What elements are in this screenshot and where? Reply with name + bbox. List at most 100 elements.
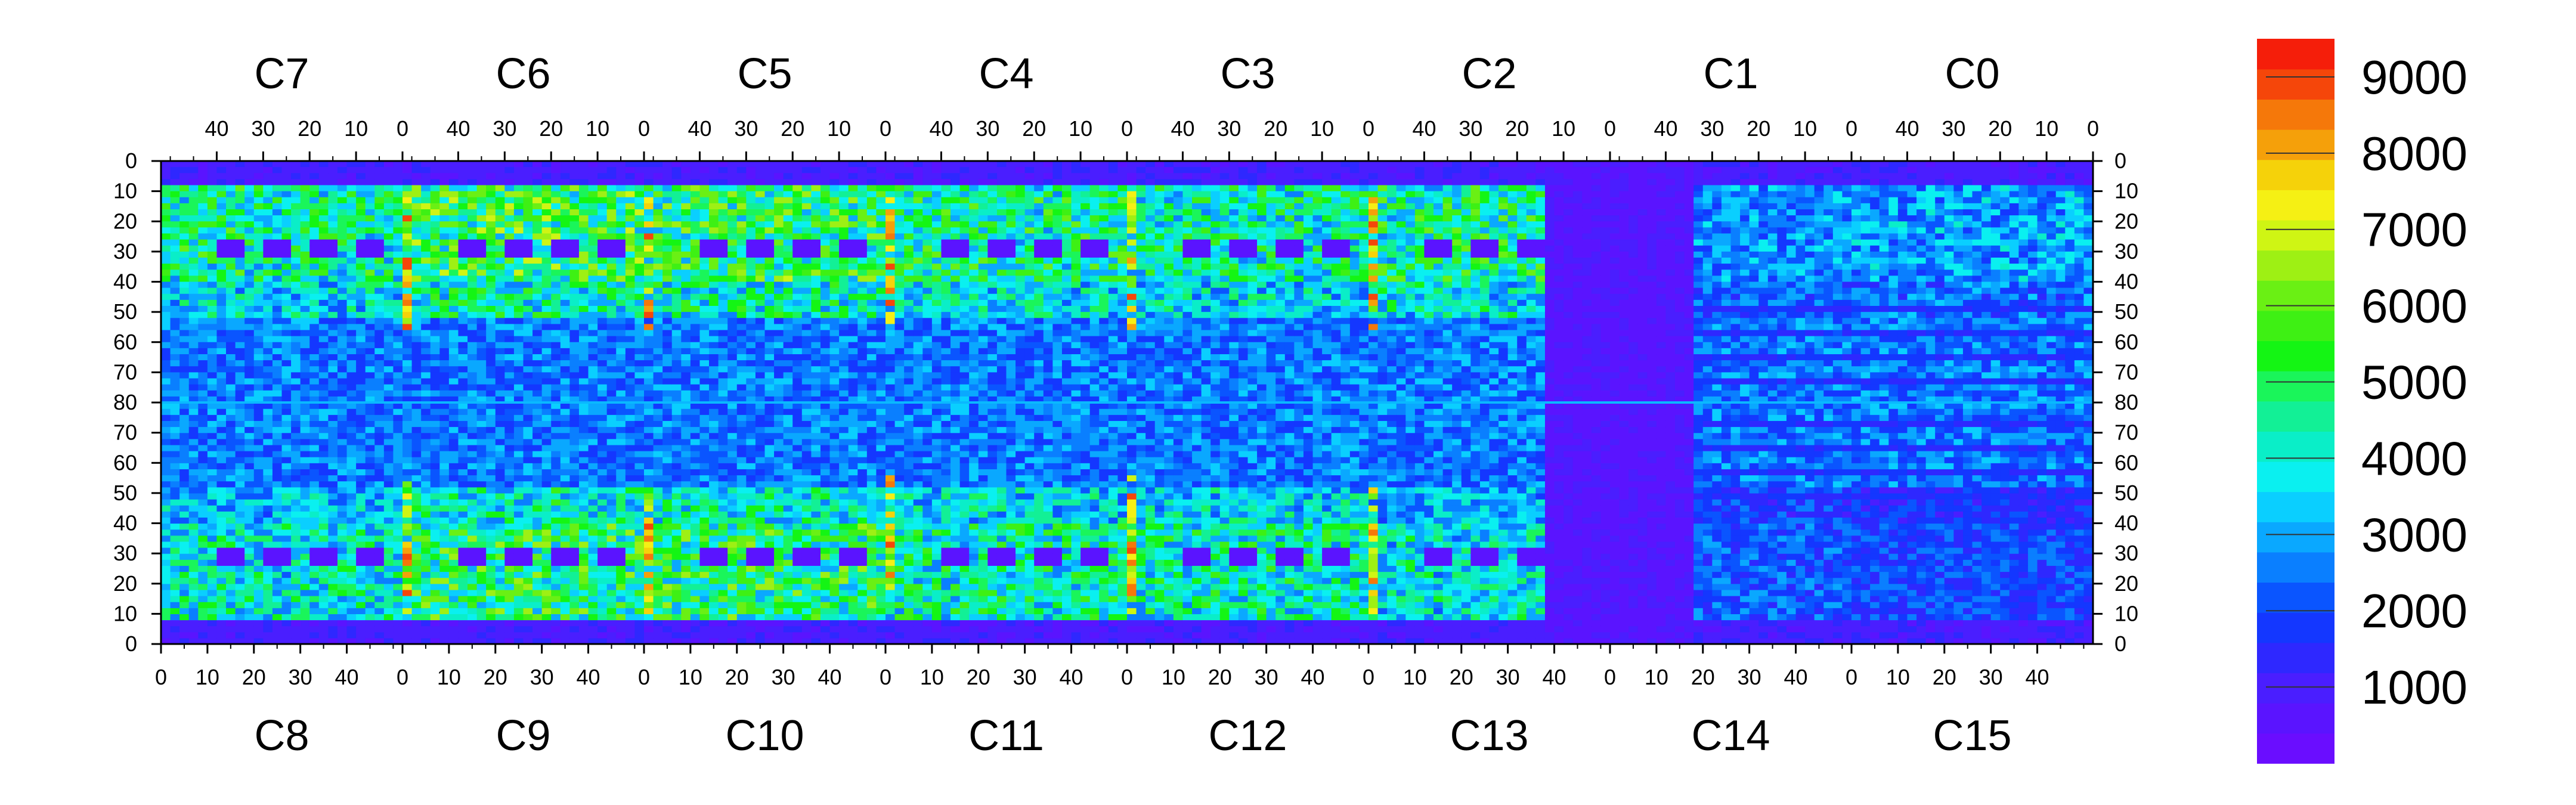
heatmap-cell <box>578 191 589 198</box>
heatmap-cell <box>1127 239 1137 246</box>
heatmap-cell <box>746 275 756 283</box>
heatmap-cell <box>393 203 403 210</box>
heatmap-cell <box>318 270 329 276</box>
heatmap-cell <box>1266 264 1276 270</box>
heatmap-cell <box>1127 372 1137 379</box>
heatmap-cell <box>402 161 413 168</box>
heatmap-cell <box>1238 185 1249 192</box>
heatmap-cell <box>857 270 868 276</box>
heatmap-cell <box>411 221 422 228</box>
heatmap-cell <box>857 264 868 270</box>
heatmap-cell <box>1127 197 1137 204</box>
heatmap-cell <box>634 293 645 301</box>
heatmap-cell <box>1266 312 1276 318</box>
heatmap-cell <box>300 209 310 216</box>
heatmap-cell <box>309 173 320 179</box>
heatmap-cell <box>476 306 487 312</box>
heatmap-cell <box>1117 173 1128 179</box>
heatmap-cell <box>1229 354 1239 361</box>
heatmap-cell <box>857 185 868 192</box>
heatmap-cell <box>551 287 561 295</box>
heatmap-cell <box>1136 258 1146 264</box>
heatmap-cell <box>1127 191 1137 198</box>
heatmap-cell <box>551 239 561 246</box>
heatmap-cell <box>866 233 877 240</box>
heatmap-cell <box>941 251 951 258</box>
heatmap-cell <box>1173 197 1184 204</box>
heatmap-cell <box>1034 270 1044 276</box>
heatmap-cell <box>383 227 394 234</box>
heatmap-cell <box>996 336 1007 343</box>
heatmap-cell <box>504 299 515 306</box>
heatmap-cell <box>253 270 264 276</box>
heatmap-cell <box>978 384 988 391</box>
heatmap-cell <box>411 299 422 306</box>
heatmap-cell <box>207 251 218 258</box>
heatmap-cell <box>1034 287 1044 295</box>
heatmap-cell <box>513 293 524 301</box>
heatmap-cell <box>365 275 375 283</box>
heatmap-cell <box>987 306 998 312</box>
heatmap-cell <box>1312 378 1323 385</box>
heatmap-cell <box>1071 215 1081 222</box>
heatmap-cell <box>634 221 645 228</box>
heatmap-cell <box>439 209 450 216</box>
heatmap-cell <box>346 203 357 210</box>
heatmap-cell <box>1284 258 1295 264</box>
heatmap-cell <box>1080 354 1091 361</box>
heatmap-cell <box>1015 270 1026 276</box>
heatmap-cell <box>783 390 793 397</box>
heatmap-cell <box>495 203 505 210</box>
heatmap-cell <box>402 360 413 367</box>
heatmap-cell <box>978 306 988 312</box>
heatmap-cell <box>235 239 245 246</box>
heatmap-cell <box>987 330 998 337</box>
heatmap-cell <box>318 233 329 240</box>
heatmap-cell <box>996 221 1007 228</box>
heatmap-cell <box>1229 360 1239 367</box>
heatmap-cell <box>876 191 886 198</box>
heatmap-cell <box>346 233 357 240</box>
heatmap-cell <box>644 209 654 216</box>
heatmap-cell <box>328 251 338 258</box>
heatmap-cell <box>662 209 673 216</box>
heatmap-cell <box>578 270 589 276</box>
heatmap-cell <box>1080 293 1091 301</box>
heatmap-cell <box>207 197 218 204</box>
heatmap-cell <box>709 185 719 192</box>
heatmap-cell <box>848 191 858 198</box>
heatmap-cell <box>931 209 942 216</box>
heatmap-cell <box>1154 390 1165 397</box>
heatmap-cell <box>931 233 942 240</box>
heatmap-cell <box>161 251 171 258</box>
heatmap-cell <box>532 366 543 373</box>
heatmap-cell <box>1034 221 1044 228</box>
heatmap-cell <box>1164 167 1174 174</box>
heatmap-cell <box>532 185 543 192</box>
heatmap-cell <box>820 293 831 301</box>
heatmap-cell <box>458 258 468 264</box>
heatmap-cell <box>764 209 775 216</box>
heatmap-cell <box>1006 366 1016 373</box>
heatmap-cell <box>1182 396 1193 403</box>
heatmap-cell <box>848 251 858 258</box>
heatmap-cell <box>1117 161 1128 168</box>
heatmap-cell <box>931 360 942 367</box>
heatmap-cell <box>346 390 357 397</box>
heatmap-cell <box>402 293 413 301</box>
heatmap-cell <box>671 197 682 204</box>
heatmap-cell <box>681 396 691 403</box>
heatmap-cell <box>913 221 923 228</box>
heatmap-cell <box>996 167 1007 174</box>
heatmap-cell <box>541 221 552 228</box>
heatmap-cell <box>699 239 710 246</box>
heatmap-cell <box>346 185 357 192</box>
heatmap-cell <box>1164 264 1174 270</box>
heatmap-cell <box>1229 318 1239 324</box>
heatmap-cell <box>1210 233 1221 240</box>
heatmap-cell <box>634 197 645 204</box>
heatmap-cell <box>1099 203 1109 210</box>
heatmap-cell <box>950 251 961 258</box>
heatmap-cell <box>1312 161 1323 168</box>
heatmap-cell <box>950 293 961 301</box>
